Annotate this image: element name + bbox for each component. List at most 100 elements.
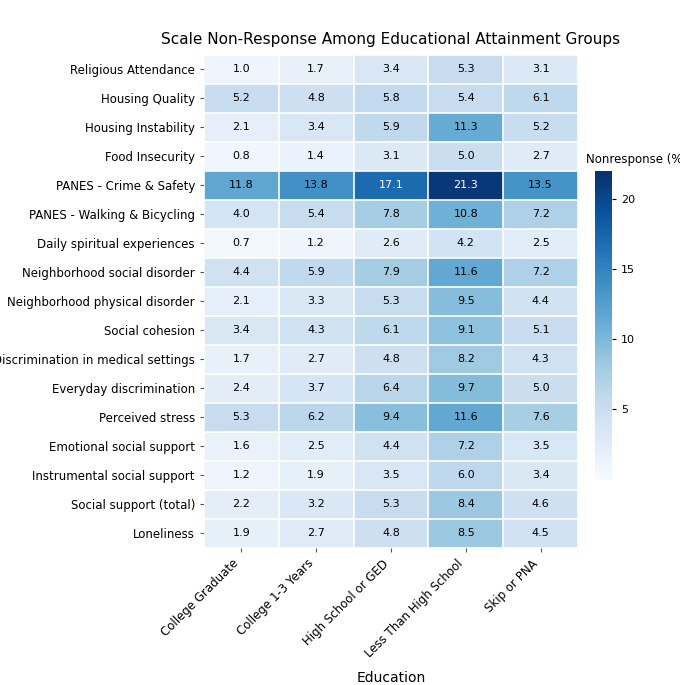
Text: 4.3: 4.3 (307, 325, 325, 336)
Text: 4.8: 4.8 (307, 93, 325, 103)
Text: 11.6: 11.6 (454, 267, 478, 277)
Bar (428, 229, 503, 258)
Text: 3.1: 3.1 (382, 151, 400, 162)
Bar (428, 171, 503, 200)
Bar (354, 316, 428, 345)
Text: 4.6: 4.6 (532, 499, 549, 510)
Bar (204, 287, 279, 316)
Text: 13.8: 13.8 (304, 180, 328, 190)
Bar (204, 142, 279, 171)
Text: 5.9: 5.9 (307, 267, 325, 277)
Text: 1.0: 1.0 (233, 64, 250, 74)
Text: 1.4: 1.4 (307, 151, 325, 162)
Text: 2.2: 2.2 (233, 499, 250, 510)
Text: 3.4: 3.4 (532, 471, 549, 480)
Text: 4.8: 4.8 (382, 529, 400, 538)
Text: 5.1: 5.1 (532, 325, 549, 336)
Text: 6.1: 6.1 (382, 325, 400, 336)
Bar (279, 113, 354, 142)
Text: 7.6: 7.6 (532, 412, 549, 423)
Bar (503, 519, 578, 548)
Text: 2.7: 2.7 (307, 529, 325, 538)
Bar (354, 403, 428, 432)
Bar (428, 403, 503, 432)
Bar (354, 258, 428, 287)
Bar (204, 200, 279, 229)
Text: 6.2: 6.2 (307, 412, 325, 423)
Bar (279, 519, 354, 548)
Text: 6.0: 6.0 (457, 471, 475, 480)
Text: 1.9: 1.9 (233, 529, 250, 538)
Text: 0.7: 0.7 (233, 238, 250, 249)
Bar (204, 258, 279, 287)
Text: 2.7: 2.7 (532, 151, 549, 162)
Bar (503, 432, 578, 461)
Text: 9.4: 9.4 (382, 412, 400, 423)
Text: 5.3: 5.3 (233, 412, 250, 423)
Bar (279, 55, 354, 84)
Bar (279, 258, 354, 287)
Bar (279, 461, 354, 490)
Bar (503, 55, 578, 84)
Bar (428, 316, 503, 345)
Text: 1.7: 1.7 (307, 64, 325, 74)
Text: 5.4: 5.4 (307, 210, 325, 219)
Text: 11.6: 11.6 (454, 412, 478, 423)
Text: 0.8: 0.8 (233, 151, 250, 162)
Text: 4.5: 4.5 (532, 529, 549, 538)
Text: 8.4: 8.4 (457, 499, 475, 510)
Bar (279, 490, 354, 519)
Bar (354, 287, 428, 316)
Text: 5.0: 5.0 (532, 384, 549, 393)
Bar (428, 287, 503, 316)
Bar (354, 461, 428, 490)
Text: 6.4: 6.4 (382, 384, 400, 393)
Bar (204, 229, 279, 258)
Text: 3.5: 3.5 (532, 441, 549, 451)
Text: 3.4: 3.4 (307, 123, 325, 132)
Bar (503, 374, 578, 403)
Bar (503, 403, 578, 432)
Bar (279, 345, 354, 374)
Text: 11.8: 11.8 (229, 180, 254, 190)
Bar (204, 113, 279, 142)
Text: 3.2: 3.2 (307, 499, 325, 510)
Bar (204, 84, 279, 113)
Bar (279, 200, 354, 229)
Text: 7.2: 7.2 (532, 267, 549, 277)
Text: 8.2: 8.2 (457, 354, 475, 364)
Bar (354, 200, 428, 229)
Bar (503, 287, 578, 316)
Title: Scale Non-Response Among Educational Attainment Groups: Scale Non-Response Among Educational Att… (161, 32, 621, 47)
Text: 5.0: 5.0 (457, 151, 475, 162)
Bar (428, 461, 503, 490)
Text: 4.0: 4.0 (233, 210, 250, 219)
Text: 4.4: 4.4 (233, 267, 250, 277)
Text: 2.5: 2.5 (532, 238, 549, 249)
Text: 3.4: 3.4 (233, 325, 250, 336)
Bar (204, 461, 279, 490)
Bar (354, 113, 428, 142)
Text: 3.3: 3.3 (307, 297, 325, 306)
Text: 9.5: 9.5 (457, 297, 475, 306)
Text: 7.9: 7.9 (382, 267, 400, 277)
Text: 3.7: 3.7 (307, 384, 325, 393)
Bar (503, 171, 578, 200)
Bar (428, 519, 503, 548)
Text: 7.8: 7.8 (382, 210, 400, 219)
Text: 4.4: 4.4 (382, 441, 400, 451)
Bar (503, 142, 578, 171)
Bar (204, 432, 279, 461)
Bar (279, 84, 354, 113)
Bar (354, 229, 428, 258)
Text: 3.4: 3.4 (382, 64, 400, 74)
Text: 5.3: 5.3 (457, 64, 475, 74)
Bar (279, 142, 354, 171)
Bar (428, 55, 503, 84)
Text: 13.5: 13.5 (528, 180, 553, 190)
Bar (354, 345, 428, 374)
Text: 6.1: 6.1 (532, 93, 549, 103)
Bar (503, 200, 578, 229)
Bar (204, 403, 279, 432)
Bar (204, 316, 279, 345)
